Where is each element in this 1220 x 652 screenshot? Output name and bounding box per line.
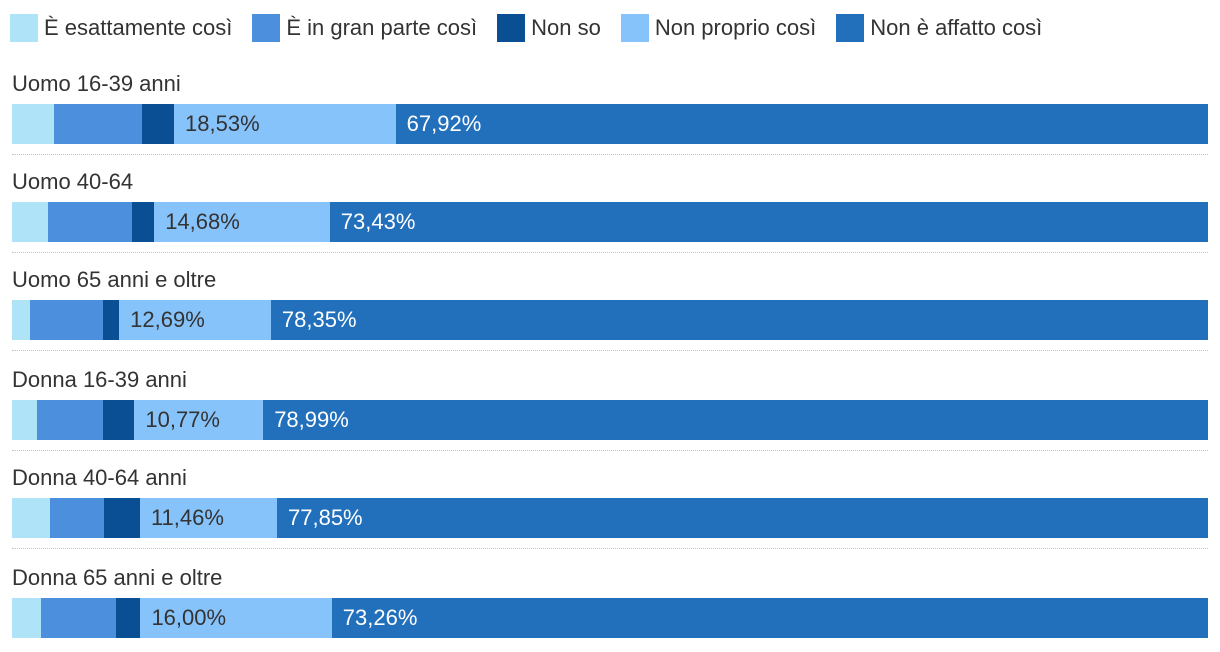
bar-segment-non-so bbox=[104, 498, 141, 538]
bar-segment-e-in-gran-parte-cosi bbox=[47, 202, 133, 242]
legend-swatch bbox=[620, 14, 649, 42]
legend-label: Non so bbox=[531, 15, 601, 40]
legend-swatch bbox=[10, 14, 38, 42]
stacked-bar: 18,53% 67,92% bbox=[12, 104, 1209, 144]
bar-segment-e-in-gran-parte-cosi bbox=[29, 300, 104, 340]
legend-item-non-e-affatto-cosi: Non è affatto così bbox=[836, 14, 1042, 42]
row-divider bbox=[12, 154, 1208, 155]
legend-item-non-so: Non so bbox=[497, 14, 601, 42]
row-divider bbox=[12, 450, 1208, 451]
bar-segment-non-proprio-cosi bbox=[140, 598, 333, 638]
legend-label: Non è affatto così bbox=[870, 15, 1043, 40]
bar-segment-non-so bbox=[102, 400, 135, 440]
bar-segment-non-proprio-cosi bbox=[119, 300, 272, 340]
legend: È esattamente così È in gran parte così No… bbox=[10, 13, 1062, 43]
bar-segment-non-proprio-cosi bbox=[134, 400, 264, 440]
category-label: Uomo 40-64 bbox=[12, 169, 134, 194]
data-label: 18,53% bbox=[185, 111, 260, 136]
bar-segment-non-e-affatto-cosi bbox=[277, 498, 1209, 538]
data-label: 78,99% bbox=[274, 407, 349, 432]
bar-segment-non-e-affatto-cosi bbox=[395, 104, 1209, 144]
bar-segment-e-esattamente-cosi bbox=[12, 598, 42, 638]
data-label: 10,77% bbox=[145, 407, 220, 432]
legend-label: Non proprio così bbox=[654, 15, 817, 40]
bar-segment-e-esattamente-cosi bbox=[12, 202, 49, 242]
bar-segment-non-proprio-cosi bbox=[174, 104, 397, 144]
bar-segment-non-e-affatto-cosi bbox=[270, 300, 1209, 340]
data-label: 78,35% bbox=[281, 307, 357, 332]
category-label: Donna 16-39 anni bbox=[12, 367, 187, 392]
data-label: 14,68% bbox=[165, 209, 240, 234]
row-divider bbox=[12, 548, 1208, 549]
data-label: 16,00% bbox=[151, 605, 227, 630]
bar-segment-non-e-affatto-cosi bbox=[331, 598, 1209, 638]
legend-swatch bbox=[836, 14, 865, 42]
stacked-bar: 14,68% 73,43% bbox=[12, 202, 1209, 242]
bar-segment-e-in-gran-parte-cosi bbox=[53, 104, 143, 144]
data-label: 77,85% bbox=[288, 505, 363, 530]
data-label: 12,69% bbox=[130, 307, 205, 332]
bar-segment-non-so bbox=[116, 598, 141, 638]
bar-segment-e-esattamente-cosi bbox=[12, 400, 38, 440]
category-label: Uomo 65 anni e oltre bbox=[12, 267, 217, 292]
category-label: Donna 65 anni e oltre bbox=[12, 565, 223, 590]
category-label: Donna 40-64 anni bbox=[12, 465, 187, 490]
legend-label: È esattamente così bbox=[44, 15, 233, 40]
data-label: 11,46% bbox=[150, 505, 224, 530]
category-label: Uomo 16-39 anni bbox=[12, 71, 181, 96]
bar-segment-non-so bbox=[131, 202, 155, 242]
data-label: 73,43% bbox=[340, 209, 416, 234]
legend-label: È in gran parte così bbox=[286, 15, 478, 40]
bar-segment-e-in-gran-parte-cosi bbox=[37, 400, 104, 440]
legend-swatch bbox=[252, 14, 281, 42]
legend-item-e-esattamente-cosi: È esattamente così bbox=[10, 14, 232, 42]
bar-segment-non-e-affatto-cosi bbox=[263, 400, 1209, 440]
bar-segment-non-so bbox=[142, 104, 175, 144]
row-divider bbox=[12, 252, 1208, 253]
bar-segment-non-e-affatto-cosi bbox=[329, 202, 1209, 242]
bar-segment-non-proprio-cosi bbox=[154, 202, 331, 242]
stacked-bar: 11,46% 77,85% bbox=[12, 498, 1209, 538]
legend-item-non-proprio-cosi: Non proprio così bbox=[620, 14, 817, 42]
bar-segment-e-in-gran-parte-cosi bbox=[40, 598, 117, 638]
row-divider bbox=[12, 350, 1208, 351]
bar-segment-e-esattamente-cosi bbox=[12, 498, 51, 538]
legend-swatch bbox=[497, 14, 526, 42]
bar-segment-e-esattamente-cosi bbox=[12, 300, 31, 340]
bar-segment-non-proprio-cosi bbox=[139, 498, 278, 538]
bar-segment-non-so bbox=[102, 300, 120, 340]
bar-segment-e-in-gran-parte-cosi bbox=[50, 498, 105, 538]
bar-segment-e-esattamente-cosi bbox=[12, 104, 55, 144]
stacked-bar: 10,77% 78,99% bbox=[12, 400, 1209, 440]
data-label: 67,92% bbox=[406, 111, 482, 136]
legend-item-e-in-gran-parte-cosi: È in gran parte così bbox=[252, 14, 477, 42]
stacked-bar: 12,69% 78,35% bbox=[12, 300, 1209, 340]
stacked-bar: 16,00% 73,26% bbox=[12, 598, 1209, 638]
data-label: 73,26% bbox=[342, 605, 418, 630]
